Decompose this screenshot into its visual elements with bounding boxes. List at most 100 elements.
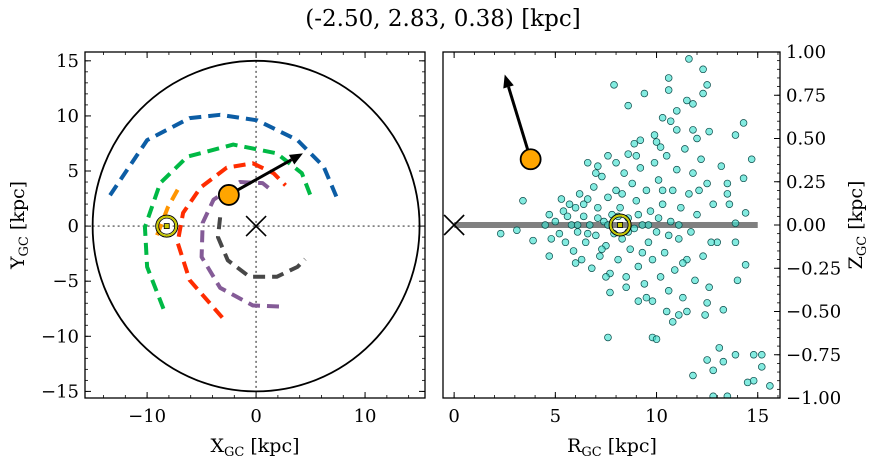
star-point: [638, 248, 647, 257]
star-point: [519, 197, 527, 205]
star-point: [563, 212, 572, 221]
star-point: [646, 207, 655, 215]
star-point: [644, 238, 653, 247]
star-point: [723, 190, 732, 198]
left-x-axis-label: XGC [kpc]: [210, 435, 299, 460]
left-panel-xy: −10 0 10 −15 −10 −5 0 5 10 15: [41, 51, 426, 427]
star-point: [588, 264, 596, 273]
star-point: [719, 306, 728, 314]
star-point: [622, 283, 630, 292]
star-point: [618, 190, 626, 198]
star-point: [709, 366, 717, 375]
star-point: [612, 158, 620, 167]
star-point: [513, 226, 521, 234]
star-point: [715, 344, 724, 352]
star-point: [622, 273, 630, 281]
galactic-center-marker: [245, 215, 267, 237]
star-point: [594, 214, 602, 222]
star-point: [559, 207, 568, 215]
left-y-tick-label: 10: [56, 106, 79, 127]
sun-marker-ring: [156, 215, 178, 237]
star-point: [628, 179, 636, 188]
star-point: [717, 162, 726, 170]
star-point: [723, 392, 732, 398]
galactic-center-marker: [443, 214, 465, 236]
sun-marker: [608, 213, 632, 237]
star-point: [592, 169, 600, 177]
star-point: [668, 186, 677, 195]
star-point: [689, 371, 697, 380]
star-point: [561, 238, 570, 247]
star-point: [699, 65, 707, 74]
star-point: [640, 89, 649, 98]
star-point: [703, 179, 711, 188]
velocity-arrow-head: [503, 74, 514, 89]
star-point: [664, 231, 673, 240]
star-point: [681, 145, 689, 153]
star-point: [632, 152, 641, 160]
star-point: [604, 193, 612, 202]
right-y-tick-label: −0.75: [786, 345, 841, 366]
star-point: [545, 252, 554, 260]
object-marker: [519, 148, 542, 171]
star-point: [749, 376, 758, 385]
star-point: [679, 259, 687, 267]
star-point: [654, 176, 663, 184]
star-point: [687, 228, 695, 236]
star-point: [604, 152, 612, 160]
orbit-arc-4: [199, 180, 280, 309]
star-point: [693, 210, 701, 219]
star-point: [573, 221, 582, 229]
star-point: [594, 162, 602, 170]
left-y-tick-label: −5: [52, 271, 79, 292]
velocity-arrow-head: [288, 153, 303, 165]
velocity-arrow: [507, 86, 533, 160]
left-x-tick-label: 10: [354, 406, 377, 427]
star-point: [650, 158, 659, 167]
figure-title: (-2.50, 2.83, 0.38) [kpc]: [305, 6, 580, 32]
sun-marker-ring: [609, 214, 631, 236]
left-y-tick-label: 15: [56, 51, 79, 72]
star-point: [569, 247, 578, 255]
star-point: [606, 288, 614, 297]
star-point: [705, 127, 713, 136]
star-point: [652, 228, 661, 236]
right-y-tick-label: −0.25: [786, 258, 841, 279]
star-point: [642, 186, 651, 195]
star-point: [685, 55, 693, 63]
star-point: [624, 101, 632, 110]
star-point: [596, 252, 604, 260]
right-plot-area: [443, 55, 774, 398]
star-point: [662, 152, 671, 160]
orbit-arc-3: [175, 161, 287, 319]
star-point: [683, 307, 691, 316]
star-point: [551, 217, 560, 226]
star-point: [699, 89, 707, 98]
star-point: [630, 139, 639, 148]
galactic-center-marker-stroke: [245, 215, 267, 237]
left-y-tick-label: −15: [41, 381, 79, 402]
star-point: [749, 351, 758, 359]
star-point: [612, 186, 620, 195]
star-point: [664, 86, 673, 94]
star-point: [701, 311, 709, 319]
right-y-tick-label: 0.00: [786, 215, 826, 236]
star-point: [529, 236, 537, 245]
right-axes-frame: [442, 51, 781, 399]
star-point: [604, 333, 612, 342]
star-point: [652, 335, 661, 343]
star-point: [557, 195, 566, 203]
right-x-tick-label: 10: [645, 406, 668, 427]
star-point: [630, 224, 639, 233]
star-point: [675, 311, 683, 319]
star-point: [733, 276, 742, 285]
star-point: [592, 231, 600, 240]
star-point: [620, 169, 628, 177]
star-point: [541, 221, 549, 229]
star-point: [693, 134, 701, 143]
left-y-tick-label: 0: [68, 216, 79, 237]
star-point: [723, 179, 732, 188]
star-point: [695, 186, 703, 195]
star-point: [650, 131, 659, 139]
star-point: [636, 136, 645, 144]
